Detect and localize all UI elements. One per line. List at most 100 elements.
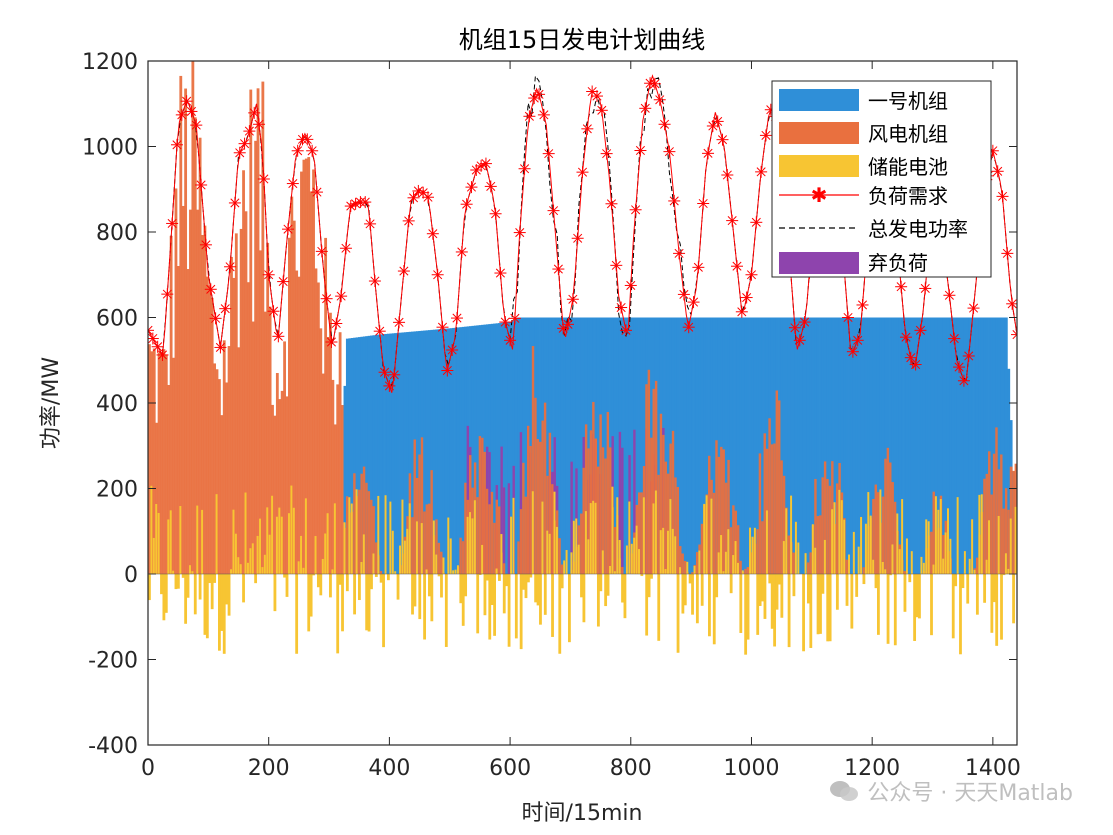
storage-bar <box>688 574 692 584</box>
storage-bar <box>584 511 587 574</box>
storage-bar <box>442 557 445 574</box>
unit1-bar <box>374 334 378 574</box>
wind-bar <box>213 363 216 574</box>
storage-bar <box>218 574 221 651</box>
wind-bar <box>584 424 588 574</box>
storage-bar <box>358 574 361 601</box>
unit1-bar <box>355 337 359 574</box>
wind-bar <box>490 491 494 574</box>
wind-bar <box>763 433 767 574</box>
wind-bar <box>708 455 711 574</box>
storage-bar <box>749 527 752 574</box>
load-marker <box>518 162 531 175</box>
unit1-bar <box>642 317 646 574</box>
storage-bar <box>944 532 947 574</box>
storage-bar <box>413 574 417 607</box>
unit1-bar <box>423 330 426 574</box>
unit1-bar <box>751 317 755 574</box>
load-marker <box>364 217 377 230</box>
unit1-bar <box>869 317 873 574</box>
storage-bar <box>618 540 621 574</box>
unit1-bar <box>444 328 448 574</box>
storage-bar <box>744 574 748 655</box>
unit1-bar <box>797 317 801 574</box>
storage-bar <box>676 574 680 653</box>
storage-bar <box>708 574 711 637</box>
storage-bar <box>852 531 855 574</box>
unit1-bar <box>512 320 516 574</box>
load-marker <box>465 181 478 194</box>
wind-bar <box>160 352 163 574</box>
unit1-bar <box>454 327 458 574</box>
storage-bar <box>215 494 218 574</box>
unit1-bar <box>850 317 854 574</box>
storage-bar <box>321 558 324 574</box>
storage-bar <box>1007 568 1010 574</box>
storage-bar <box>662 527 665 574</box>
bar-series-group <box>148 61 1017 655</box>
load-marker <box>233 146 246 159</box>
storage-bar <box>510 516 513 574</box>
unit1-bar <box>493 323 496 574</box>
unit1-bar <box>722 317 726 574</box>
storage-bar <box>638 549 640 574</box>
storage-bar <box>184 574 188 624</box>
unit1-bar <box>343 385 347 574</box>
load-marker <box>1001 247 1014 260</box>
storage-bar <box>867 492 870 574</box>
unit1-bar <box>625 317 629 574</box>
watermark-text: 公众号 · 天天Matlab <box>867 781 1073 806</box>
unit1-bar <box>934 317 938 574</box>
storage-bar <box>992 574 996 603</box>
unit1-bar <box>370 335 373 574</box>
unit1-bar <box>638 317 641 574</box>
storage-bar <box>370 574 373 590</box>
storage-bar <box>913 574 917 641</box>
wind-bar <box>816 516 820 574</box>
storage-bar <box>910 551 913 574</box>
wind-bar <box>413 439 417 574</box>
storage-bar <box>324 533 327 574</box>
wind-bar <box>273 415 277 574</box>
unit1-bar <box>705 317 709 574</box>
unit1-bar <box>985 317 989 574</box>
unit1-bar <box>828 317 832 574</box>
x-tick-label: 1200 <box>844 756 900 781</box>
unit1-bar <box>872 317 875 574</box>
storage-bar <box>519 574 523 650</box>
storage-bar <box>251 543 254 574</box>
unit1-bar <box>978 317 982 574</box>
wind-bar <box>666 473 670 574</box>
wind-bar <box>167 384 171 574</box>
unit1-bar <box>596 317 600 574</box>
storage-bar <box>860 516 863 574</box>
load-marker <box>151 340 164 353</box>
storage-bar <box>635 525 638 574</box>
unit1-bar <box>488 324 492 574</box>
load-marker <box>624 279 637 292</box>
storage-bar <box>732 555 735 574</box>
load-marker <box>542 147 555 160</box>
load-marker <box>272 330 285 343</box>
unit1-bar <box>729 317 733 574</box>
load-marker <box>349 197 362 210</box>
storage-bar <box>1012 574 1015 624</box>
storage-bar <box>481 544 484 574</box>
storage-bar <box>961 574 965 589</box>
unit1-bar <box>403 332 407 574</box>
storage-bar <box>881 561 884 574</box>
storage-bar <box>770 574 774 629</box>
load-marker <box>562 318 575 331</box>
load-marker <box>967 302 980 315</box>
wind-bar <box>814 478 818 574</box>
storage-bar <box>490 574 494 606</box>
unit1-bar <box>572 317 576 574</box>
wind-bar <box>903 571 907 574</box>
storage-bar <box>246 562 249 574</box>
storage-bar <box>942 558 945 574</box>
storage-bar <box>263 554 266 574</box>
storage-bar <box>647 574 651 598</box>
wind-bar <box>367 491 371 574</box>
wind-bar <box>770 444 774 574</box>
wind-bar <box>720 446 723 574</box>
